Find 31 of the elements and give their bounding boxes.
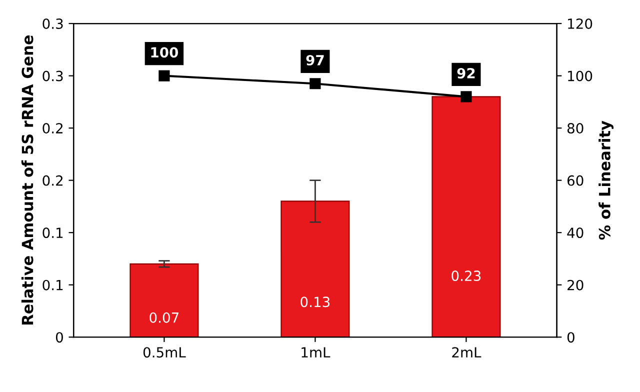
point [460,91,472,102]
y-tick-label: 0.1 [42,228,63,238]
point [310,78,321,90]
y2-tick-label: 40 [567,228,584,238]
y-tick-label: 0.2 [42,123,62,134]
y2-tick-label: 20 [568,280,584,290]
y2-axis-title: % of Linearity [598,120,614,240]
bar [130,263,199,338]
y-tick-label: 0.1 [42,280,63,290]
data-label: 0.23 [452,270,481,282]
data-label: 97 [306,54,324,66]
y2-tick-label: 100 [568,70,592,82]
data-label: 100 [151,47,178,58]
y2-tick-label: 60 [567,175,584,186]
y-tick-label: 0.2 [42,175,62,186]
bar [432,96,501,338]
data-label: 0.07 [150,312,178,323]
point [158,70,170,82]
y2-tick-label: 0 [567,332,574,343]
data-label: 0.13 [300,296,330,308]
x-tick-label: 0.5mL [143,347,186,358]
y-tick-label: 0 [56,332,63,343]
y2-tick-label: 80 [567,123,584,134]
data-label: 92 [457,68,475,78]
y2-tick-label: 120 [568,18,592,29]
x-tick-label: 2mL [452,347,482,358]
bar [280,200,350,338]
y-tick-label: 0.3 [42,18,63,29]
y-axis-title: Relative Amount of 5S rRNA Gene [21,35,34,325]
y-tick-label: 0.3 [42,70,63,82]
x-tick-label: 1mL [302,347,330,358]
